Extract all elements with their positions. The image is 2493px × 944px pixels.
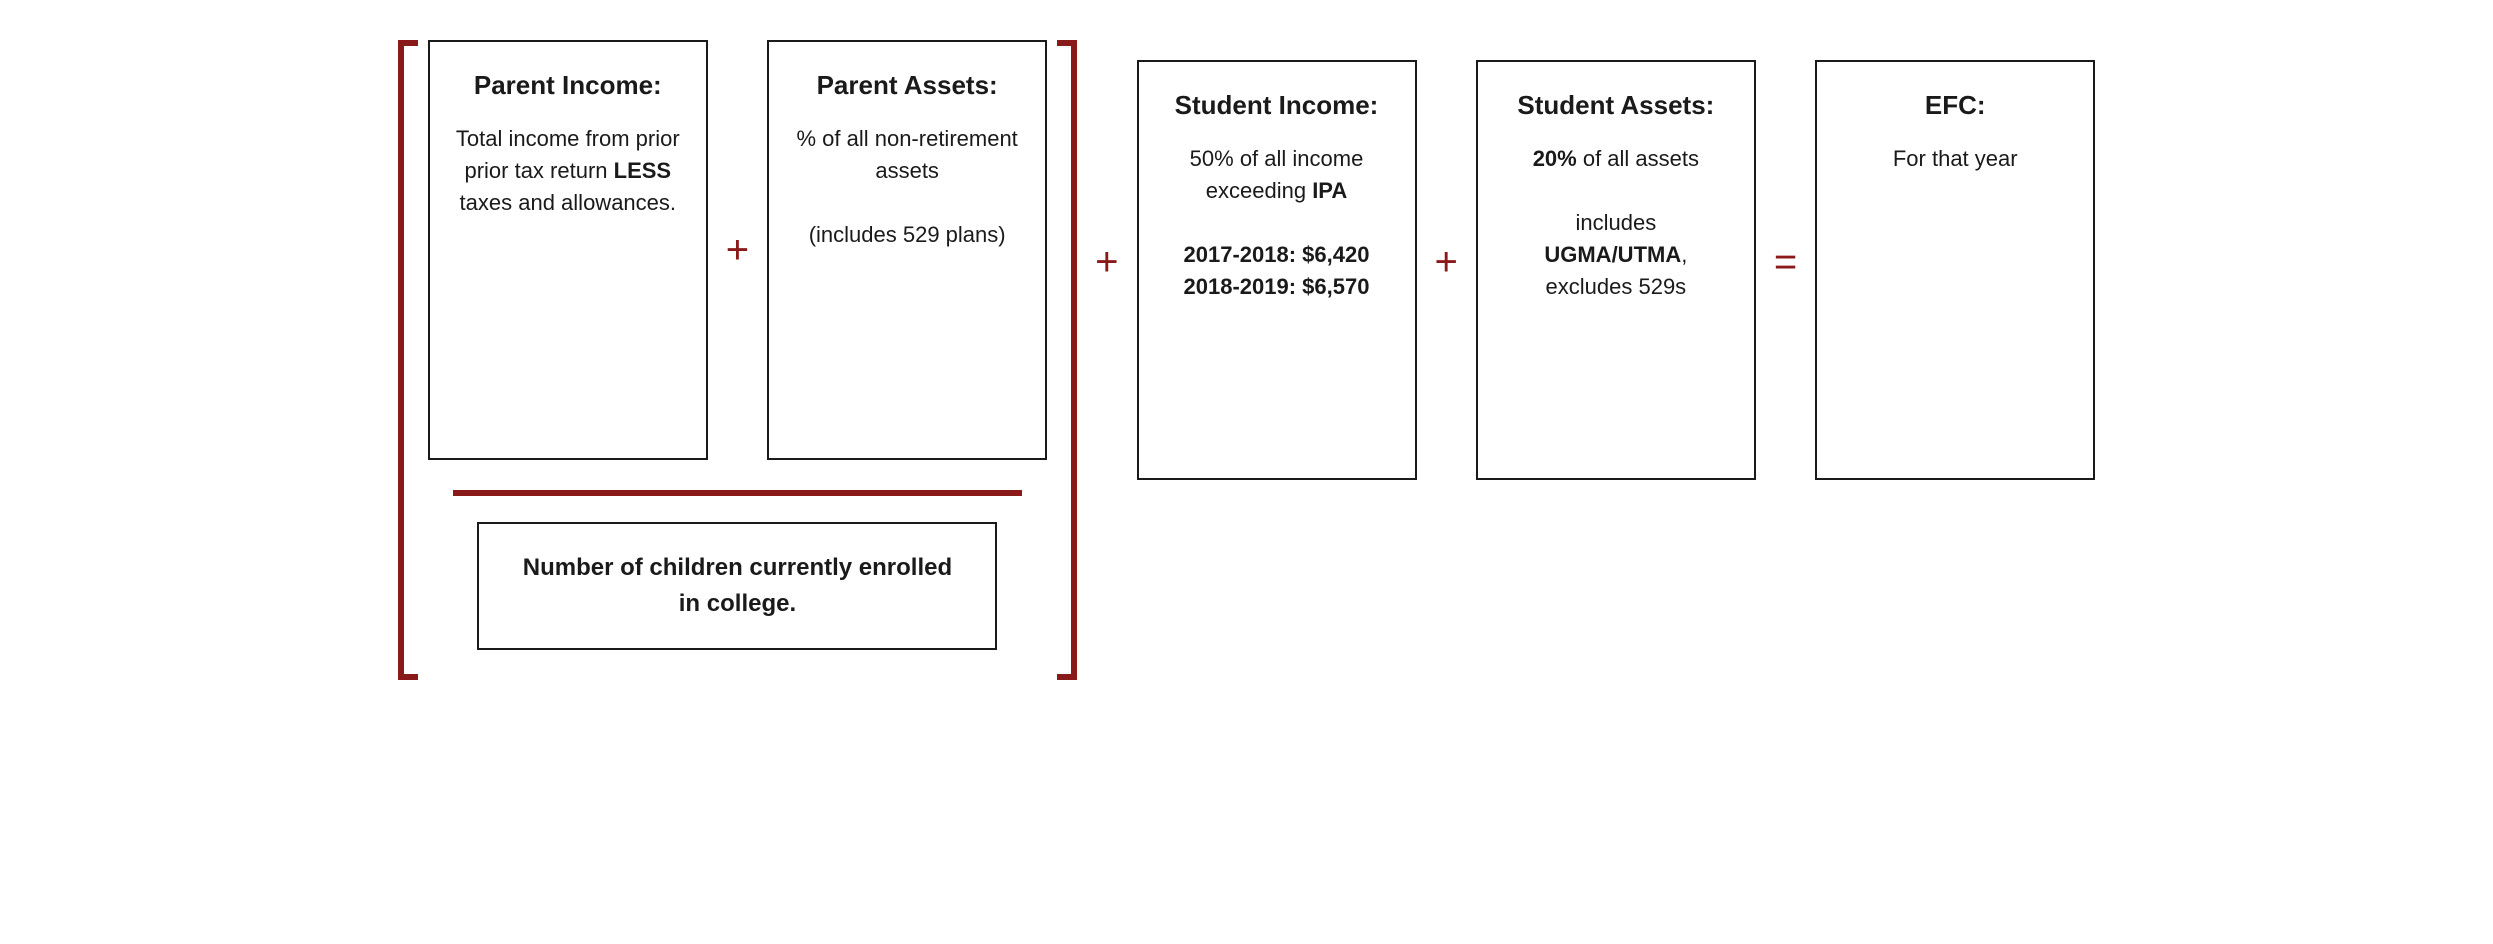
parent-assets-title: Parent Assets:: [793, 70, 1021, 101]
efc-box: EFC: For that year: [1815, 60, 2095, 480]
student-assets-body: 20% of all assetsincludes UGMA/UTMA, exc…: [1502, 143, 1730, 302]
plus-operator-1: +: [1077, 240, 1136, 285]
efc-title: EFC:: [1841, 90, 2069, 121]
student-assets-box: Student Assets: 20% of all assetsinclude…: [1476, 60, 1756, 480]
student-income-title: Student Income:: [1163, 90, 1391, 121]
bracket-group: Parent Income: Total income from prior p…: [398, 40, 1077, 680]
plus-operator-inner: +: [720, 228, 755, 273]
fraction-divider: [453, 490, 1023, 496]
parent-assets-box: Parent Assets: % of all non-retirement a…: [767, 40, 1047, 460]
divisor-text: Number of children currently enrolled in…: [523, 554, 952, 617]
divisor-box: Number of children currently enrolled in…: [477, 522, 997, 650]
bracket-left: [398, 40, 418, 680]
student-income-body: 50% of all income exceeding IPA2017-2018…: [1163, 143, 1391, 302]
student-income-box: Student Income: 50% of all income exceed…: [1137, 60, 1417, 480]
numerator-row: Parent Income: Total income from prior p…: [428, 40, 1047, 460]
parent-income-body: Total income from prior prior tax return…: [454, 123, 682, 219]
efc-body: For that year: [1841, 143, 2069, 175]
parent-income-box: Parent Income: Total income from prior p…: [428, 40, 708, 460]
efc-formula-diagram: Parent Income: Total income from prior p…: [20, 40, 2473, 680]
parent-income-title: Parent Income:: [454, 70, 682, 101]
parent-assets-body: % of all non-retirement assets(includes …: [793, 123, 1021, 251]
bracket-right: [1057, 40, 1077, 680]
plus-operator-2: +: [1417, 240, 1476, 285]
equals-operator: =: [1756, 240, 1815, 285]
student-assets-title: Student Assets:: [1502, 90, 1730, 121]
